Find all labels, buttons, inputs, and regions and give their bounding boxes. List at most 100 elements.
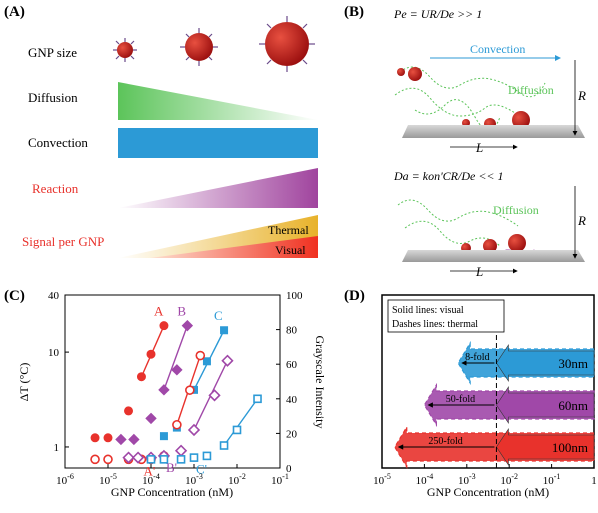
chart-d-marks: 30nm 8-fold 60nm 50-fold 100nm 250-fold [394,335,595,470]
diffusion-path-2 [394,87,516,117]
gnp-medium-icon [180,28,218,66]
reaction-wedge [118,168,318,208]
panel-c-label: (C) [4,288,25,304]
visual-arrow-100nm [496,428,595,466]
visual-label: Visual [275,243,306,257]
x-tick-label: 10-6 [56,472,74,487]
point-B [145,412,157,425]
point-C' [202,451,212,461]
point-A [103,433,113,443]
point-B [115,433,127,446]
series-label-B': B' [166,460,177,475]
row-label-reaction: Reaction [32,181,79,196]
diffusion-wedge [118,82,318,120]
fit-line-C' [223,398,259,446]
l-label-bottom: L [475,264,483,279]
surface-bottom [402,250,585,262]
chart-d-ticks: 10-5 10-4 10-3 10-2 10-1 1 [373,464,597,487]
y2-tick-label: 20 [286,428,298,440]
point-C' [232,425,242,435]
row-label-gnp-size: GNP size [28,45,77,60]
point-B' [187,423,201,437]
fold-label-60nm: 50-fold [446,394,475,405]
x-tick-label: 10-4 [416,472,434,487]
gnp-large-icon [259,16,315,72]
visual-arrow-30nm [496,344,595,382]
chart-c-ylabel: ΔT (°C) [17,363,31,402]
point-B' [208,389,221,402]
chart-d-frame [381,294,595,469]
gnp-particle [397,68,405,76]
series-label-A': A' [143,463,155,478]
gnp-particle [508,234,526,252]
x-tick-label: 1 [591,475,597,487]
y-tick-label: 40 [48,290,60,302]
y-tick-label: 10 [48,347,60,359]
y2-tick-label: 60 [286,359,298,371]
panel-a: (A) GNP size [4,4,318,258]
point-C' [189,453,199,462]
point-B' [131,451,145,464]
point-A [136,372,146,382]
gnp-size-icons [113,16,315,72]
x-tick-label: 10-5 [99,472,117,487]
point-A' [195,350,206,361]
diffusion-path-5 [404,220,501,247]
gnp-small-icon [113,38,137,62]
fold-label-100nm: 250-fold [428,436,462,447]
point-B' [221,354,234,367]
y2-tick-label: 40 [286,394,298,406]
point-A' [90,454,100,465]
panel-d-label: (D) [344,288,365,304]
x-tick-label: 10-2 [500,472,518,487]
surface-top [402,125,585,138]
y-tick-label: 1 [54,442,60,454]
point-A [124,406,134,416]
r-label-top: R [577,88,586,103]
chart-c-y2label: Grayscale Intensity [313,336,327,429]
legend-thermal: Dashes lines: thermal [392,319,478,330]
series-label-C': C' [196,462,207,477]
convection-label: Convection [470,42,525,56]
x-tick-label: 10-4 [142,472,160,487]
damkohler-equation: Da = kon'CR/De << 1 [393,169,504,183]
y2-tick-label: 80 [286,325,298,337]
chart-c-marks: A B C A' B' C' [90,304,262,478]
gnp-particle [512,111,530,129]
x-tick-label: 10-3 [185,472,203,487]
point-B' [122,451,135,464]
legend-visual: Solid lines: visual [392,305,464,316]
convection-bar [118,128,318,158]
x-tick-label: 10-1 [271,472,289,487]
diffusion-label-top: Diffusion [508,83,554,97]
point-B [181,319,194,332]
chart-c-xlabel: GNP Concentration (nM) [111,485,233,499]
diffusion-path-4 [397,199,519,227]
diffusion-label-bottom: Diffusion [493,203,539,217]
x-tick-label: 10-1 [543,472,561,487]
y2-tick-label: 100 [286,290,303,302]
x-tick-label: 10-5 [373,472,391,487]
diffusion-path-1 [399,66,546,98]
thermal-label: Thermal [268,223,309,237]
visual-arrow-60nm [496,386,595,424]
point-C' [219,441,229,450]
r-label-bottom: R [577,213,586,228]
point-C [220,326,229,335]
point-C' [159,455,169,464]
chart-d: (D) Solid lines: visual Dashes lines: th… [344,288,597,499]
chart-c-frame [64,294,281,469]
gnp-particle [483,239,497,253]
point-A [159,321,169,331]
l-label-top: L [475,140,483,155]
chart-d-legend [387,299,505,333]
panel-b: (B) Pe = UR/De >> 1 Convection Diffusion… [344,4,586,279]
point-B [171,364,183,376]
point-B' [174,444,188,457]
chart-c: (C) GNP Concentration (nM) ΔT (°C) Grays… [4,288,327,499]
y2-tick-label: 0 [286,463,292,475]
fit-line-B [163,325,188,391]
point-A' [103,454,113,465]
peclet-equation: Pe = UR/De >> 1 [393,7,482,21]
